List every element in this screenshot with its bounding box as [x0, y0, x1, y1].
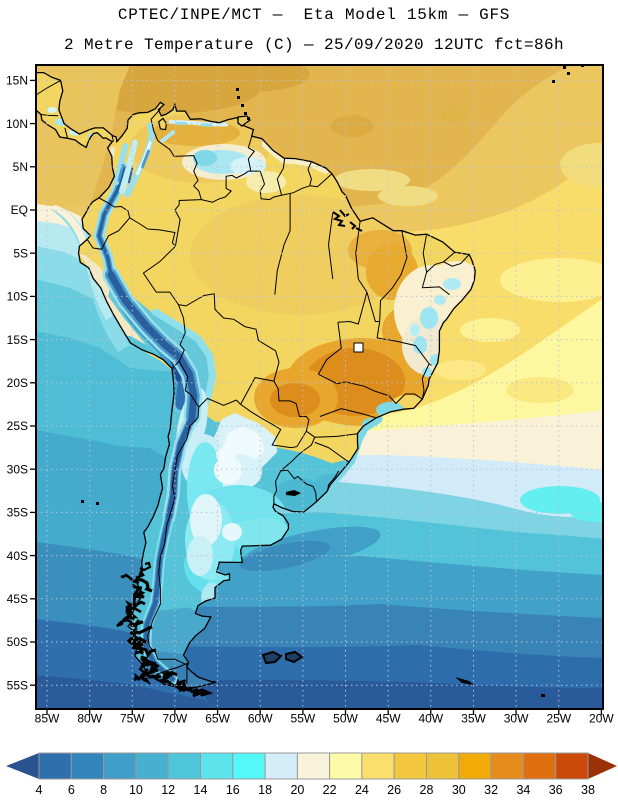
svg-text:35W: 35W [461, 712, 486, 726]
svg-text:12: 12 [161, 783, 175, 797]
svg-text:25S: 25S [7, 419, 28, 433]
svg-text:6: 6 [68, 783, 75, 797]
svg-text:30: 30 [452, 783, 466, 797]
svg-text:8: 8 [100, 783, 107, 797]
svg-text:30S: 30S [7, 462, 28, 476]
svg-text:24: 24 [355, 783, 369, 797]
svg-text:28: 28 [420, 783, 434, 797]
svg-text:10S: 10S [7, 290, 28, 304]
svg-text:5N: 5N [13, 160, 28, 174]
svg-text:20S: 20S [7, 376, 28, 390]
svg-text:10N: 10N [6, 117, 28, 131]
svg-text:45S: 45S [7, 592, 28, 606]
svg-text:40W: 40W [418, 712, 443, 726]
svg-text:20: 20 [290, 783, 304, 797]
svg-text:40S: 40S [7, 549, 28, 563]
svg-text:25W: 25W [546, 712, 571, 726]
svg-text:50S: 50S [7, 635, 28, 649]
svg-text:2 Metre Temperature (C) — 25/0: 2 Metre Temperature (C) — 25/09/2020 12U… [64, 36, 564, 54]
svg-text:70W: 70W [163, 712, 188, 726]
svg-text:16: 16 [226, 783, 240, 797]
svg-text:80W: 80W [77, 712, 102, 726]
svg-text:38: 38 [581, 783, 595, 797]
svg-text:75W: 75W [120, 712, 145, 726]
svg-text:14: 14 [194, 783, 208, 797]
svg-text:35S: 35S [7, 506, 28, 520]
svg-text:34: 34 [516, 783, 530, 797]
svg-text:22: 22 [323, 783, 337, 797]
svg-text:EQ: EQ [11, 203, 28, 217]
svg-text:85W: 85W [35, 712, 60, 726]
svg-text:15N: 15N [6, 74, 28, 88]
svg-text:36: 36 [549, 783, 563, 797]
svg-text:18: 18 [258, 783, 272, 797]
svg-text:20W: 20W [589, 712, 614, 726]
svg-text:60W: 60W [248, 712, 273, 726]
svg-text:10: 10 [129, 783, 143, 797]
svg-text:50W: 50W [333, 712, 358, 726]
svg-text:45W: 45W [376, 712, 401, 726]
svg-text:15S: 15S [7, 333, 28, 347]
svg-text:55W: 55W [291, 712, 316, 726]
svg-text:5S: 5S [13, 246, 28, 260]
svg-text:4: 4 [36, 783, 43, 797]
svg-text:32: 32 [484, 783, 498, 797]
svg-text:55S: 55S [7, 678, 28, 692]
svg-text:CPTEC/INPE/MCT — Eta Model 15: CPTEC/INPE/MCT — Eta Model 15km — GFS [118, 6, 510, 24]
svg-text:65W: 65W [205, 712, 230, 726]
svg-text:30W: 30W [504, 712, 529, 726]
svg-text:26: 26 [387, 783, 401, 797]
